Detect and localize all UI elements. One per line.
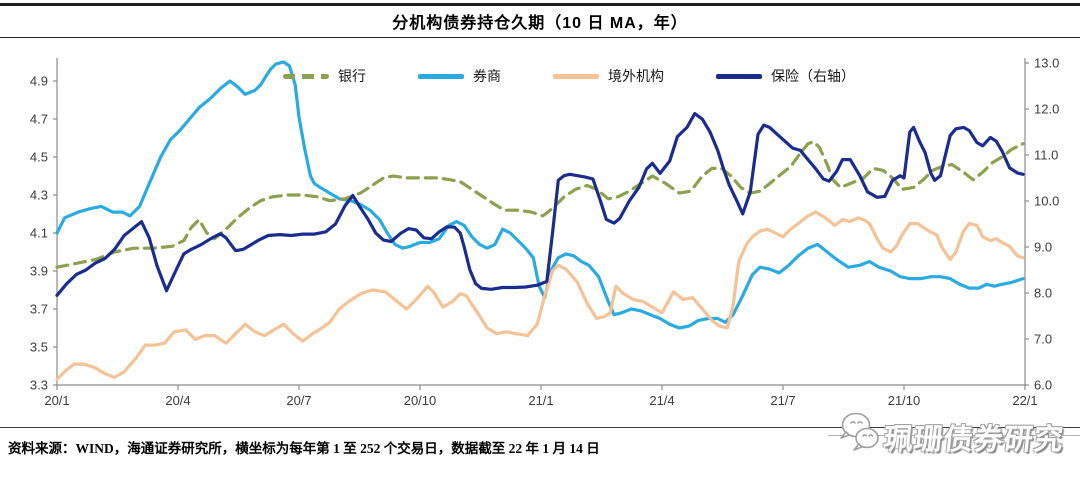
- series-broker-line: [55, 60, 1025, 330]
- x-axis-label: 20/7: [286, 393, 311, 408]
- legend-label-broker: 券商: [473, 68, 501, 84]
- x-axis-label: 21/10: [888, 393, 921, 408]
- series-foreign-line: [55, 210, 1025, 381]
- y-axis-right: 6.0 7.0 8.0 9.0 10.0 11.0 12.0 13.0: [1025, 56, 1059, 393]
- x-axis: 20/1 20/4 20/7 20/10 21/1 21/4 21/7 21/10 22/1: [44, 385, 1038, 408]
- y-axis-right-label: 10.0: [1034, 194, 1059, 209]
- legend-item-insurance: 保险（右轴）: [716, 66, 855, 86]
- chart-legend: 银行 券商 境外机构 保险（右轴）: [283, 66, 855, 86]
- y-axis-right-label: 6.0: [1034, 378, 1052, 393]
- legend-item-bank: 银行: [283, 66, 366, 86]
- wechat-chat-bubbles-icon: [840, 412, 879, 451]
- x-axis-label: 20/1: [44, 393, 69, 408]
- y-axis-right-label: 8.0: [1034, 286, 1052, 301]
- watermark: 珮珊债券研究: [828, 412, 1080, 464]
- legend-item-broker: 券商: [418, 66, 501, 86]
- y-axis-right-label: 9.0: [1034, 240, 1052, 255]
- y-axis-left-label: 3.7: [30, 302, 48, 317]
- x-axis-label: 21/4: [649, 393, 674, 408]
- foreign-line-swatch-icon: [553, 73, 599, 79]
- insurance-line-swatch-icon: [716, 73, 762, 79]
- y-axis-left-label: 4.7: [30, 112, 48, 127]
- y-axis-left-label: 3.9: [30, 264, 48, 279]
- legend-label-insurance: 保险（右轴）: [771, 68, 855, 84]
- watermark-line: [828, 435, 1080, 436]
- source-note: 资料来源：WIND，海通证券研究所，横坐标为每年第 1 至 252 个交易日，数…: [8, 441, 600, 456]
- top-rule: [0, 3, 1080, 6]
- x-axis-label: 22/1: [1012, 393, 1037, 408]
- y-axis-right-label: 12.0: [1034, 102, 1059, 117]
- legend-item-foreign: 境外机构: [553, 66, 664, 86]
- footer-rule: [0, 427, 1080, 428]
- title-underline: [0, 37, 1080, 38]
- x-axis-label: 21/1: [528, 393, 553, 408]
- y-axis-left-label: 4.1: [30, 226, 48, 241]
- legend-label-foreign: 境外机构: [608, 68, 664, 84]
- series-insurance-line: [55, 112, 1025, 297]
- broker-line-swatch-icon: [418, 73, 464, 79]
- y-axis-left-label: 4.5: [30, 150, 48, 165]
- y-axis-left-label: 4.3: [30, 188, 48, 203]
- y-axis-left: 3.3 3.5 3.7 3.9 4.1 4.3 4.5 4.7 4.9: [30, 74, 57, 393]
- y-axis-right-label: 13.0: [1034, 56, 1059, 71]
- bank-line-swatch-icon: [283, 73, 329, 79]
- x-axis-label: 21/7: [770, 393, 795, 408]
- y-axis-left-label: 3.3: [30, 378, 48, 393]
- legend-label-bank: 银行: [338, 68, 366, 84]
- y-axis-left-label: 3.5: [30, 340, 48, 355]
- x-axis-label: 20/10: [404, 393, 437, 408]
- x-axis-label: 20/4: [165, 393, 190, 408]
- y-axis-left-label: 4.9: [30, 74, 48, 89]
- y-axis-right-label: 11.0: [1034, 148, 1058, 163]
- watermark-text: 珮珊债券研究: [882, 424, 1066, 456]
- series-bank-line: [55, 140, 1025, 269]
- y-axis-right-label: 7.0: [1034, 332, 1052, 347]
- chart-title: 分机构债券持仓久期（10 日 MA，年）: [392, 15, 688, 32]
